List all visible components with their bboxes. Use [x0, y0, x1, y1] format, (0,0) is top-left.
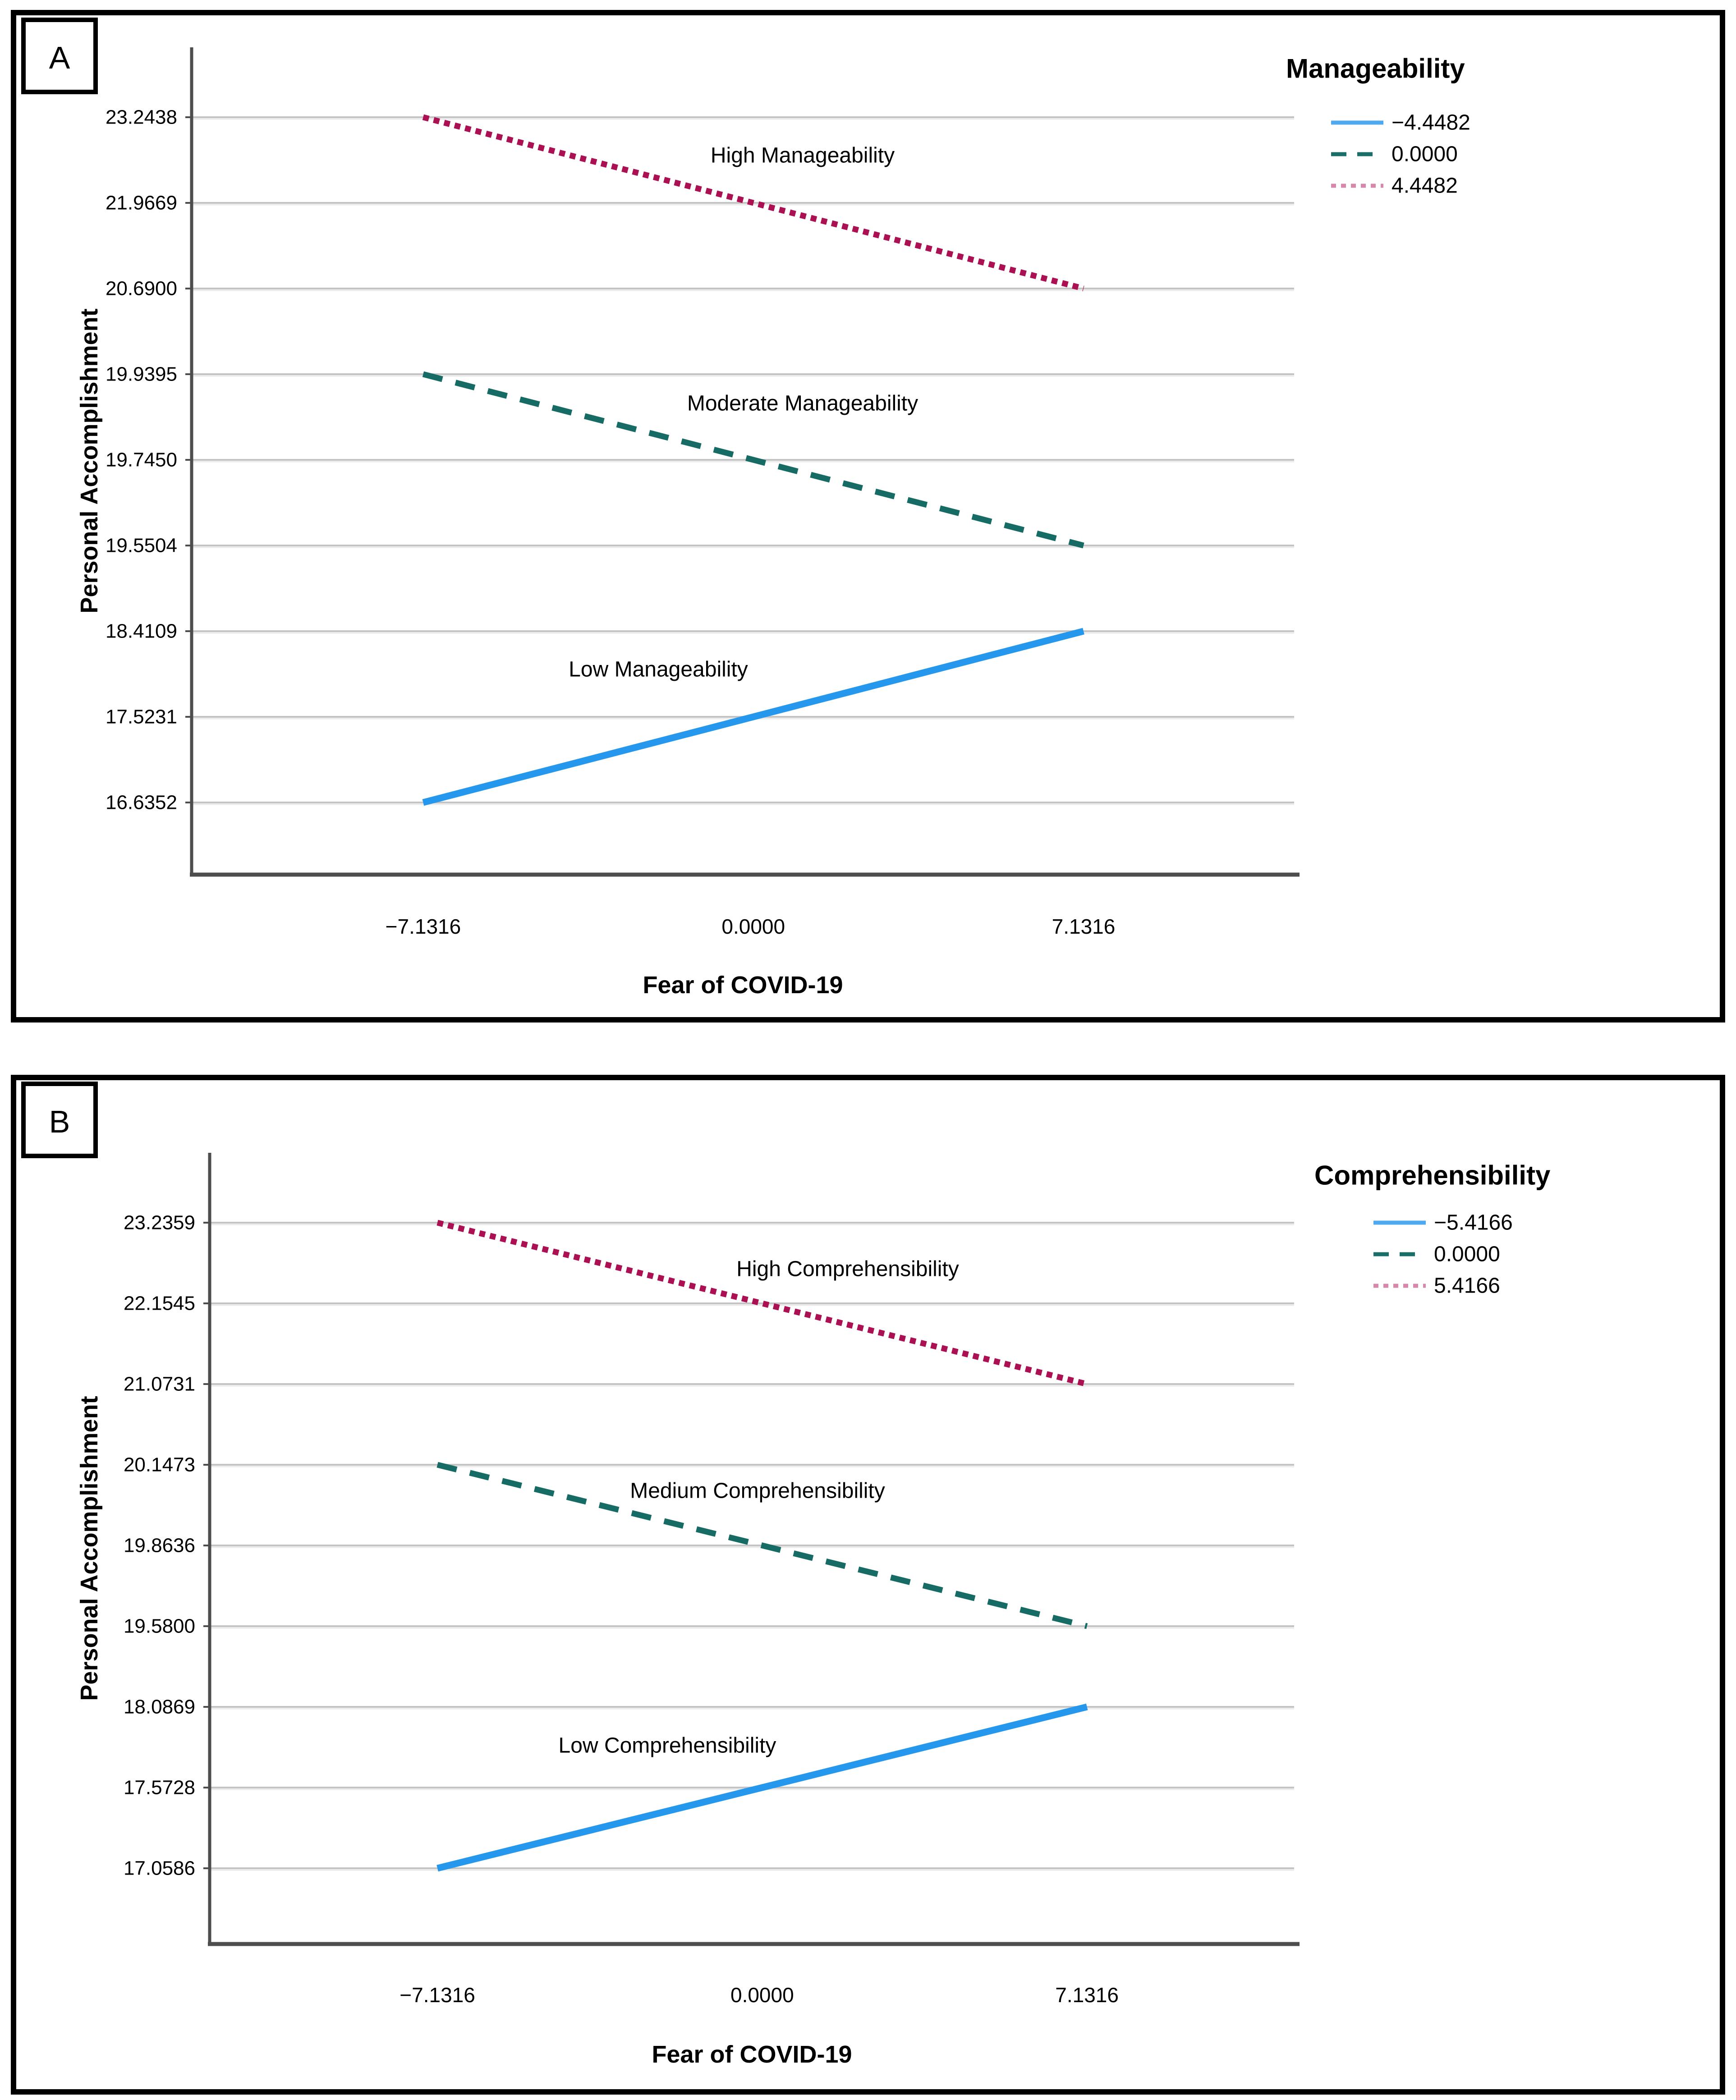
x-tick-label: 7.1316 — [1052, 915, 1116, 938]
legend-title: Comprehensibility — [1314, 1160, 1551, 1191]
y-tick-label: 17.5728 — [124, 1777, 195, 1799]
y-tick-label: 17.5231 — [106, 706, 177, 728]
y-tick-label: 18.4109 — [106, 620, 177, 642]
series-annotation: Low Comprehensibility — [559, 1734, 776, 1758]
y-tick-label: 17.0586 — [124, 1857, 195, 1880]
panel-letter: B — [49, 1104, 70, 1139]
panel-letter-box — [21, 1082, 98, 1158]
y-tick-label: 19.8636 — [124, 1535, 195, 1557]
x-tick-label: −7.1316 — [386, 915, 461, 938]
legend-entry-label: −4.4482 — [1392, 111, 1470, 135]
legend-title: Manageability — [1286, 54, 1465, 84]
legend-entry-label: 0.0000 — [1392, 142, 1458, 166]
series-line-dotted — [436, 1220, 1088, 1387]
series-line-solid — [422, 628, 1084, 806]
panel-letter-box — [21, 18, 98, 94]
series-annotation: High Manageability — [711, 144, 895, 168]
y-axis-title: Personal Accomplishment — [76, 308, 103, 613]
series-line-dashed — [436, 1462, 1088, 1629]
y-tick-label: 20.1473 — [124, 1454, 195, 1476]
y-tick-label: 21.0731 — [124, 1373, 195, 1395]
panel-border — [11, 1075, 1725, 2095]
panel-letter: A — [49, 40, 70, 75]
y-tick-label: 16.6352 — [106, 792, 177, 814]
x-axis-title: Fear of COVID-19 — [652, 2041, 852, 2068]
x-tick-label: 7.1316 — [1055, 1983, 1119, 2007]
x-tick-label: −7.1316 — [400, 1983, 475, 2007]
legend-entry-label: −5.4166 — [1434, 1211, 1513, 1235]
series-annotation: Moderate Manageability — [687, 392, 918, 416]
series-line-solid — [436, 1703, 1088, 1872]
x-axis-title: Fear of COVID-19 — [643, 972, 843, 999]
series-annotation: Medium Comprehensibility — [630, 1479, 885, 1503]
y-tick-label: 22.1545 — [124, 1293, 195, 1315]
panel-border — [11, 10, 1725, 1022]
series-annotation: Low Manageability — [569, 658, 748, 682]
x-tick-label: 0.0000 — [730, 1983, 794, 2007]
series-line-dotted — [422, 114, 1084, 292]
x-tick-label: 0.0000 — [721, 915, 785, 938]
y-tick-label: 23.2359 — [124, 1212, 195, 1234]
y-tick-label: 20.6900 — [106, 278, 177, 300]
y-tick-label: 23.2438 — [106, 106, 177, 128]
panel-a: A 23.2438 21.9669 20.6900 19.9395 19.7450 19.5… — [11, 10, 1725, 1022]
series-line-dashed — [422, 371, 1084, 549]
y-tick-label: 19.5800 — [124, 1615, 195, 1637]
legend-entry-label: 0.0000 — [1434, 1243, 1500, 1266]
y-tick-label: 19.9395 — [106, 363, 177, 385]
y-tick-label: 21.9669 — [106, 192, 177, 214]
y-tick-label: 19.7450 — [106, 449, 177, 471]
series-annotation: High Comprehensibility — [736, 1257, 959, 1281]
y-tick-label: 18.0869 — [124, 1696, 195, 1718]
legend-entry-label: 5.4166 — [1434, 1274, 1500, 1298]
legend-entry-label: 4.4482 — [1392, 174, 1458, 198]
panel-b: B 23.2359 22.1545 21.0731 20.1473 19.8636 19.5… — [11, 1075, 1725, 2095]
y-tick-label: 19.5504 — [106, 535, 177, 557]
y-axis-title: Personal Accomplishment — [76, 1396, 103, 1701]
